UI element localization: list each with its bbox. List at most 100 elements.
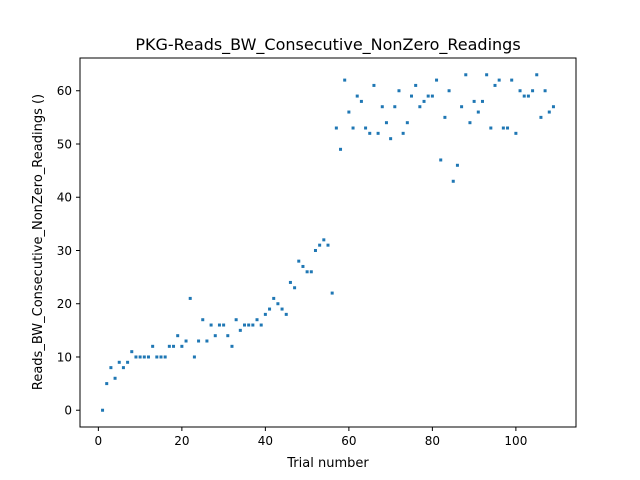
x-axis-ticks: 0 20 40 60 80 100 [95, 427, 527, 448]
y-tick-label: 10 [57, 350, 72, 364]
data-point [313, 248, 317, 252]
y-axis-label: Reads_BW_Consecutive_NonZero_Readings () [31, 94, 46, 390]
data-point [134, 355, 138, 359]
data-point [326, 243, 330, 247]
data-point [167, 344, 171, 348]
data-point [126, 360, 130, 364]
data-point [355, 94, 359, 98]
data-point [180, 344, 184, 348]
data-point [222, 323, 226, 327]
data-point [422, 99, 426, 103]
data-point [209, 323, 213, 327]
data-point [243, 323, 246, 327]
data-point [272, 296, 276, 300]
data-point [305, 270, 309, 274]
chart-title: PKG-Reads_BW_Consecutive_NonZero_Reading… [135, 35, 520, 55]
data-point [364, 126, 368, 130]
data-point [543, 89, 547, 93]
data-point [226, 334, 230, 338]
data-point [151, 344, 155, 348]
data-point [506, 126, 510, 130]
data-point [539, 115, 543, 119]
data-point [318, 243, 322, 247]
data-point [418, 105, 422, 109]
data-point [535, 73, 539, 77]
data-point [405, 121, 409, 125]
data-point [109, 366, 113, 370]
data-point [259, 323, 263, 327]
data-point [176, 334, 180, 338]
data-point [551, 105, 555, 109]
data-point [430, 94, 434, 98]
x-tick-label: 80 [425, 434, 440, 448]
data-point [309, 270, 313, 274]
data-point [138, 355, 142, 359]
data-point [493, 83, 497, 87]
data-point [230, 344, 234, 348]
data-point [188, 296, 192, 300]
data-point [197, 339, 201, 343]
data-point [426, 94, 430, 98]
data-point [142, 355, 146, 359]
data-point [472, 99, 476, 103]
data-point [213, 334, 217, 338]
y-tick-label: 0 [64, 404, 72, 418]
data-point [113, 376, 117, 380]
data-point [334, 126, 338, 130]
data-point [155, 355, 159, 359]
data-point [368, 131, 372, 135]
data-point [201, 318, 205, 322]
data-point [526, 94, 530, 98]
data-point [263, 312, 267, 316]
data-point [217, 323, 221, 327]
data-point [510, 78, 514, 82]
data-point [376, 131, 380, 135]
data-point [501, 126, 505, 130]
data-point [251, 323, 255, 327]
data-point [184, 339, 188, 343]
data-point [297, 259, 301, 263]
data-point [234, 318, 238, 322]
data-point [105, 382, 109, 386]
data-point [451, 179, 455, 183]
plot-area [80, 58, 576, 427]
data-point [301, 264, 305, 268]
data-point [410, 94, 413, 98]
data-point [343, 78, 347, 82]
data-point [518, 89, 522, 93]
data-point [146, 355, 150, 359]
data-point [276, 302, 280, 306]
data-point [293, 286, 297, 290]
data-point [101, 408, 105, 412]
data-point [389, 137, 393, 141]
data-point [460, 105, 464, 109]
data-point [330, 291, 334, 295]
data-point [205, 339, 209, 343]
y-tick-label: 40 [57, 191, 72, 205]
data-point [117, 360, 121, 364]
data-point [414, 83, 418, 87]
x-tick-label: 40 [258, 434, 273, 448]
data-point [447, 89, 451, 93]
data-point [372, 83, 376, 87]
y-tick-label: 30 [57, 244, 72, 258]
data-points [101, 73, 555, 412]
data-point [439, 158, 443, 162]
data-point [238, 328, 242, 332]
data-point [284, 312, 288, 316]
data-point [455, 163, 459, 167]
data-point [380, 105, 384, 109]
data-point [163, 355, 167, 359]
data-point [443, 115, 447, 119]
data-point [280, 307, 284, 311]
y-tick-label: 60 [57, 84, 72, 98]
data-point [347, 110, 351, 114]
y-tick-label: 20 [57, 297, 72, 311]
data-point [497, 78, 501, 82]
data-point [359, 99, 363, 103]
data-point [159, 355, 163, 359]
data-point [288, 280, 292, 284]
data-point [435, 78, 439, 82]
data-point [547, 110, 551, 114]
